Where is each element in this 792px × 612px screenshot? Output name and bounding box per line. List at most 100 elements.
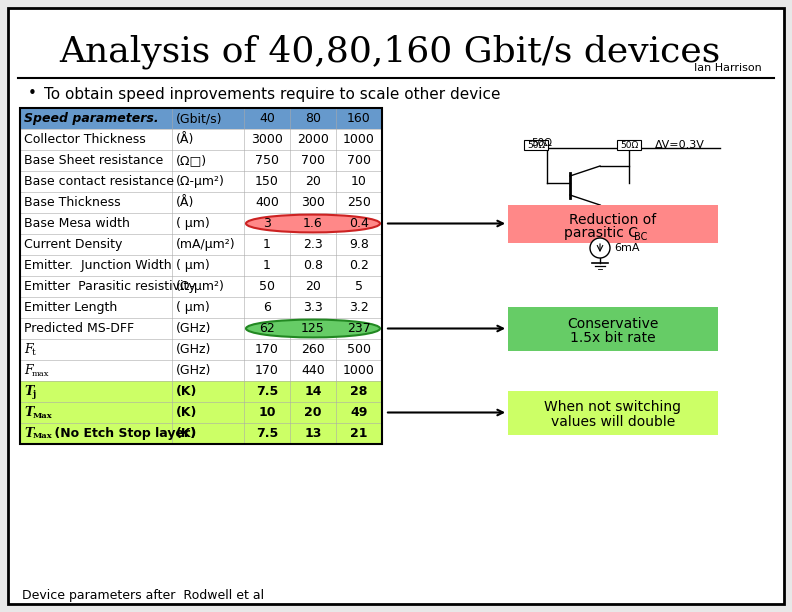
Text: 20: 20 [304, 406, 322, 419]
Text: ( μm): ( μm) [176, 217, 210, 230]
Text: When not switching: When not switching [545, 400, 681, 414]
Text: 440: 440 [301, 364, 325, 377]
Text: To obtain speed inprovements require to scale other device: To obtain speed inprovements require to … [44, 86, 501, 102]
Text: 300: 300 [301, 196, 325, 209]
Text: max: max [32, 370, 49, 378]
Text: 1.6: 1.6 [303, 217, 323, 230]
Text: 7.5: 7.5 [256, 385, 278, 398]
Text: (Ω-μm²): (Ω-μm²) [176, 175, 225, 188]
Text: 5: 5 [355, 280, 363, 293]
Text: 49: 49 [350, 406, 367, 419]
Text: 500: 500 [347, 343, 371, 356]
Text: 237: 237 [347, 322, 371, 335]
Text: 1000: 1000 [343, 133, 375, 146]
Text: 1: 1 [263, 238, 271, 251]
Text: values will double: values will double [551, 414, 675, 428]
FancyBboxPatch shape [508, 307, 718, 351]
Text: (mA/μm²): (mA/μm²) [176, 238, 236, 251]
Circle shape [590, 238, 610, 258]
Text: 3.2: 3.2 [349, 301, 369, 314]
Text: Emitter.  Junction Width: Emitter. Junction Width [24, 259, 172, 272]
Text: 10: 10 [351, 175, 367, 188]
Text: j: j [33, 390, 36, 399]
Text: 50Ω: 50Ω [620, 141, 638, 149]
Text: 10: 10 [258, 406, 276, 419]
Ellipse shape [246, 319, 380, 337]
Text: 7.5: 7.5 [256, 427, 278, 440]
Text: 400: 400 [255, 196, 279, 209]
Text: 1000: 1000 [343, 364, 375, 377]
Text: 0.4: 0.4 [349, 217, 369, 230]
Text: 2.3: 2.3 [303, 238, 323, 251]
FancyBboxPatch shape [617, 140, 641, 150]
Text: 80: 80 [305, 112, 321, 125]
Text: Analysis of 40,80,160 Gbit/s devices: Analysis of 40,80,160 Gbit/s devices [59, 35, 721, 69]
Text: ( μm): ( μm) [176, 259, 210, 272]
Text: 3: 3 [263, 217, 271, 230]
FancyBboxPatch shape [524, 140, 548, 150]
Text: 6: 6 [263, 301, 271, 314]
Text: 260: 260 [301, 343, 325, 356]
Text: 0.2: 0.2 [349, 259, 369, 272]
Text: Ian Harrison: Ian Harrison [695, 63, 762, 73]
Text: 20: 20 [305, 175, 321, 188]
Text: 150: 150 [255, 175, 279, 188]
Text: 160: 160 [347, 112, 371, 125]
Text: 250: 250 [347, 196, 371, 209]
Text: Reduction of: Reduction of [569, 212, 657, 226]
Text: 1: 1 [263, 259, 271, 272]
Text: Emitter Length: Emitter Length [24, 301, 117, 314]
Text: 125: 125 [301, 322, 325, 335]
Text: 125: 125 [301, 322, 325, 335]
Text: 20: 20 [305, 280, 321, 293]
Text: 237: 237 [347, 322, 371, 335]
Text: parasitic C: parasitic C [564, 226, 638, 241]
Text: 6mA: 6mA [614, 243, 639, 253]
Text: Max: Max [33, 433, 53, 441]
Text: 9.8: 9.8 [349, 238, 369, 251]
Text: •: • [28, 86, 37, 102]
FancyBboxPatch shape [8, 8, 784, 604]
Text: t: t [32, 348, 36, 357]
Text: Current Density: Current Density [24, 238, 123, 251]
Text: Base Mesa width: Base Mesa width [24, 217, 130, 230]
Text: BC: BC [634, 231, 648, 242]
Text: 3000: 3000 [251, 133, 283, 146]
Text: T: T [24, 406, 33, 419]
Text: ( μm): ( μm) [176, 301, 210, 314]
Text: ΔV=0.3V: ΔV=0.3V [655, 140, 705, 150]
FancyBboxPatch shape [508, 204, 718, 242]
FancyBboxPatch shape [20, 381, 382, 402]
Text: (Ω-μm²): (Ω-μm²) [176, 280, 225, 293]
Text: 750: 750 [255, 154, 279, 167]
Text: (K): (K) [176, 406, 197, 419]
Text: 28: 28 [350, 385, 367, 398]
Text: 3: 3 [263, 217, 271, 230]
Text: Speed parameters.: Speed parameters. [24, 112, 158, 125]
Text: T: T [24, 427, 33, 440]
Text: (GHz): (GHz) [176, 343, 211, 356]
Text: Collector Thickness: Collector Thickness [24, 133, 146, 146]
Text: Base Sheet resistance: Base Sheet resistance [24, 154, 163, 167]
Text: 2000: 2000 [297, 133, 329, 146]
Text: Emitter  Parasitic resistivity: Emitter Parasitic resistivity [24, 280, 196, 293]
Text: Conservative: Conservative [567, 316, 659, 330]
Text: (GHz): (GHz) [176, 364, 211, 377]
Text: 50Ω: 50Ω [531, 138, 553, 148]
Text: 700: 700 [347, 154, 371, 167]
Text: 62: 62 [259, 322, 275, 335]
Text: 50Ω: 50Ω [527, 141, 545, 149]
Text: 0.4: 0.4 [349, 217, 369, 230]
Text: (K): (K) [176, 385, 197, 398]
Text: Max: Max [33, 411, 53, 419]
FancyBboxPatch shape [20, 423, 382, 444]
Text: (Gbit/s): (Gbit/s) [176, 112, 223, 125]
Text: F: F [24, 343, 32, 356]
Text: (Ω□): (Ω□) [176, 154, 208, 167]
Text: Base Thickness: Base Thickness [24, 196, 120, 209]
Text: F: F [24, 364, 32, 377]
Text: 50: 50 [259, 280, 275, 293]
Text: (K): (K) [176, 427, 197, 440]
Text: 13: 13 [304, 427, 322, 440]
Text: T: T [24, 385, 33, 398]
